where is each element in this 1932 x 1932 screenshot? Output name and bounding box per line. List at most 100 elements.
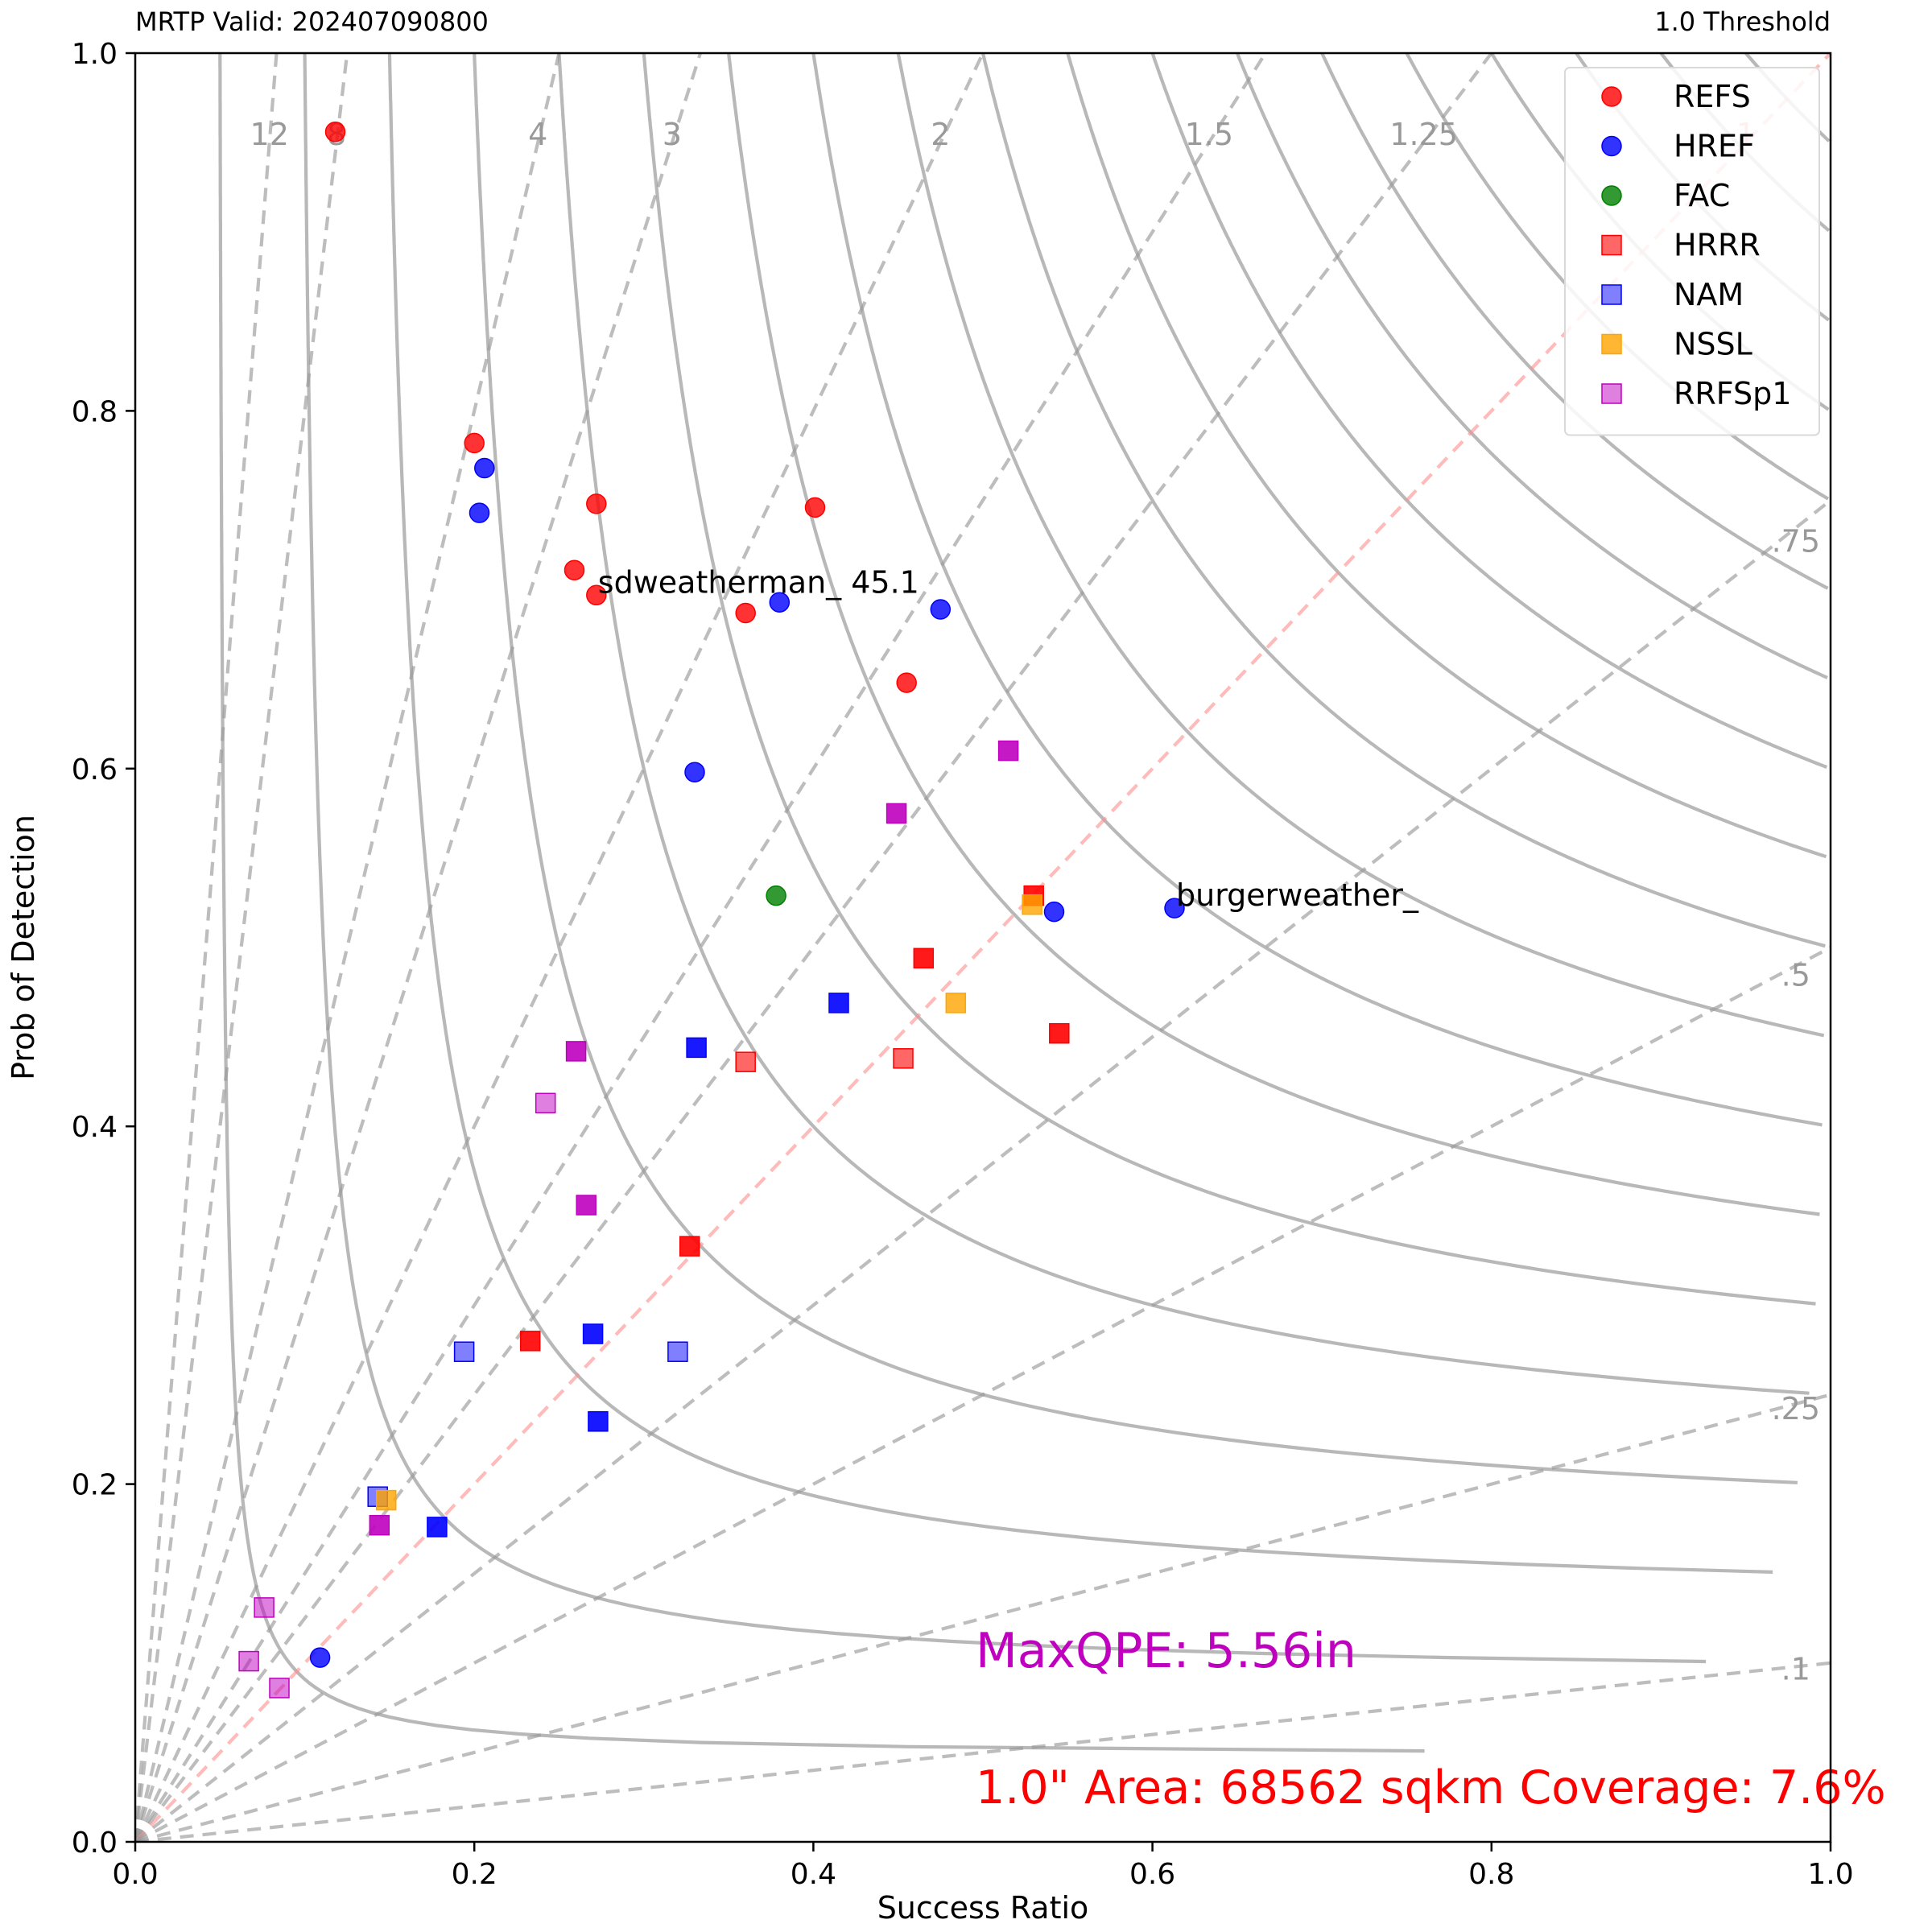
csi-contour-line	[303, 53, 1707, 1664]
legend-label: RRFSp1	[1674, 376, 1791, 411]
max-qpe-text: MaxQPE: 5.56in	[976, 1623, 1356, 1679]
hrrr-point	[679, 1236, 700, 1257]
href-point	[930, 599, 952, 620]
bias-line	[135, 1661, 1831, 1842]
csi-contour-line	[1150, 53, 1828, 769]
x-tick-label: 0.4	[791, 1858, 836, 1891]
hrrr-point	[519, 1331, 541, 1352]
bias-line	[135, 53, 561, 1842]
bias-line	[135, 53, 985, 1842]
csi-contour-line	[1320, 53, 1829, 590]
nam-point	[667, 1341, 688, 1362]
valid-time-label: MRTP Valid: 202407090800	[135, 6, 489, 37]
refs-point	[804, 497, 826, 518]
bias-line	[135, 945, 1831, 1842]
fac-point	[766, 885, 786, 906]
href-point	[469, 502, 490, 523]
nssl-legend-marker	[1601, 333, 1622, 355]
refs-point	[586, 584, 607, 606]
csi-contour-line	[980, 53, 1826, 948]
csi-contour-line	[387, 53, 1773, 1574]
plot-frame	[134, 52, 1832, 1843]
refs-point	[735, 602, 756, 624]
axes: 0.0 0.2 0.4 0.6 0.8 1.0 0.0 0.2 0.4 0.6 0.8 1.0	[72, 38, 1854, 1891]
rrfsp1-point	[535, 1092, 556, 1114]
bias-label: 1.5	[1185, 117, 1233, 152]
bias-label: .25	[1772, 1391, 1820, 1426]
nssl-point	[945, 993, 967, 1013]
hrrr-point	[1049, 1022, 1070, 1044]
hrrr-legend-marker	[1601, 234, 1622, 256]
rrfsp1-point	[997, 740, 1019, 762]
href-point	[1043, 901, 1065, 923]
legend-label: FAC	[1674, 178, 1730, 213]
legend-label: HREF	[1674, 129, 1755, 164]
x-tick-label: 0.6	[1129, 1858, 1175, 1891]
bias-line	[135, 497, 1831, 1842]
href-legend-marker	[1601, 135, 1622, 157]
bias-line	[135, 53, 1268, 1842]
x-tick-label: 1.0	[1807, 1858, 1853, 1891]
href-point	[474, 457, 495, 479]
csi-contours	[218, 53, 1831, 1753]
bias-line	[135, 53, 279, 1842]
data-points	[238, 122, 1185, 1699]
refs-point	[896, 672, 917, 693]
csi-contour-line	[1235, 53, 1828, 679]
bias-label: 3	[663, 117, 682, 152]
legend-label: REFS	[1674, 79, 1751, 114]
rrfsp1-point	[565, 1041, 587, 1062]
refs-point	[324, 122, 346, 142]
x-tick-label: 0.2	[452, 1858, 497, 1891]
href-point	[309, 1647, 331, 1668]
nam-point	[686, 1037, 707, 1059]
csi-contour-line	[896, 53, 1825, 1038]
legend-label: NSSL	[1674, 327, 1752, 362]
hrrr-point	[735, 1051, 756, 1072]
rrfsp1-point	[576, 1195, 597, 1216]
nam-point	[828, 993, 849, 1013]
y-tick-label: 0.8	[72, 395, 118, 428]
hrrr-point	[893, 1048, 914, 1069]
rrfsp1-point	[238, 1650, 259, 1672]
csi-contour-line	[642, 53, 1816, 1306]
legend-box	[1564, 67, 1820, 436]
csi-contour-line	[727, 53, 1820, 1216]
bias-line	[135, 53, 349, 1842]
legend-label: HRRR	[1674, 228, 1761, 263]
nssl-point	[375, 1489, 397, 1511]
bias-line	[135, 53, 703, 1842]
csi-contour-line	[811, 53, 1823, 1127]
csi-contour-line	[218, 53, 1425, 1753]
y-tick-label: 0.2	[72, 1469, 118, 1502]
area-coverage-text: 1.0" Area: 68562 sqkm Coverage: 7.6%	[976, 1761, 1886, 1814]
nam-point	[582, 1323, 604, 1344]
bias-line	[135, 53, 1494, 1842]
bias-label: 1.25	[1389, 117, 1458, 152]
fac-legend-marker	[1601, 185, 1622, 206]
rrfsp1-point	[886, 803, 907, 824]
y-tick-label: 0.0	[72, 1827, 118, 1860]
refs-point	[464, 432, 485, 454]
legend-label: NAM	[1674, 277, 1744, 312]
x-axis-label: Success Ratio	[877, 1890, 1089, 1926]
y-axis-label: Prob of Detection	[6, 815, 41, 1080]
rrfsp1-point	[254, 1597, 275, 1618]
y-tick-label: 0.6	[72, 753, 118, 786]
nam-point	[453, 1341, 475, 1362]
refs-point	[564, 559, 585, 580]
nam-point	[427, 1517, 448, 1538]
bias-label: .5	[1781, 957, 1810, 993]
href-point	[1164, 898, 1185, 919]
rrfsp1-point	[269, 1678, 290, 1699]
href-point	[769, 592, 791, 613]
csi-contour-line	[557, 53, 1810, 1395]
refs-point	[586, 493, 607, 514]
bias-label: 2	[931, 117, 950, 152]
bias-label: .1	[1781, 1652, 1810, 1687]
nam-legend-marker	[1601, 284, 1622, 305]
point-annotation: burgerweather_	[1176, 877, 1419, 913]
href-point	[684, 762, 705, 782]
refs-legend-marker	[1601, 86, 1622, 107]
